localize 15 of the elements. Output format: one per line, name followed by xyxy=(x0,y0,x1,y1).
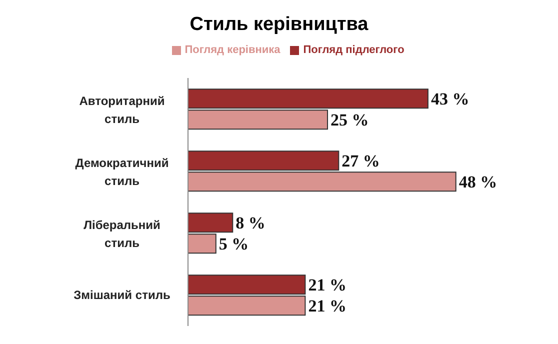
y-tick-label: Авторитарний стиль xyxy=(79,94,165,126)
data-label: 5 % xyxy=(218,234,249,254)
data-label: 27 % xyxy=(342,152,380,171)
data-label: 21 % xyxy=(308,276,346,295)
data-label: 48 % xyxy=(458,172,498,192)
legend-label: Погляд керівника xyxy=(184,44,280,56)
y-tick-label: Демократичний стиль xyxy=(75,156,169,188)
data-label: 25 % xyxy=(330,110,369,130)
chart-title: Стиль керівництва xyxy=(188,14,370,37)
legend-label: Погляд підлеглого xyxy=(303,44,404,56)
data-label: 21 % xyxy=(308,296,346,316)
data-label: 8 % xyxy=(236,214,266,233)
y-tick-label: Змішаний стиль xyxy=(74,288,170,302)
y-tick-label: Ліберальний стиль xyxy=(84,218,160,250)
data-label: 43 % xyxy=(430,90,470,109)
